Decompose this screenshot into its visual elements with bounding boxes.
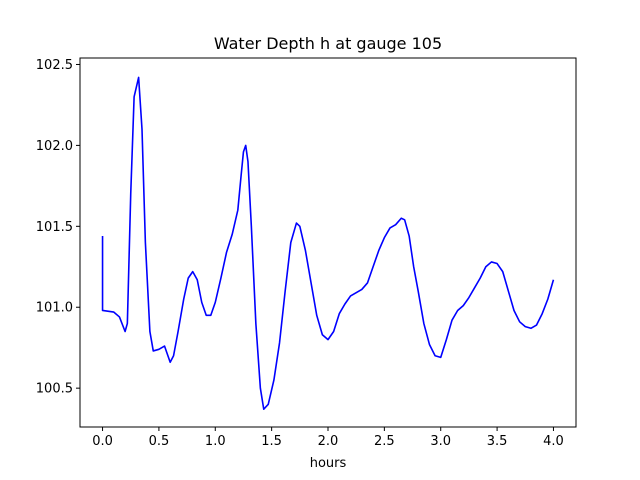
x-tick-label: 0.0 (92, 434, 113, 449)
x-axis-ticks: 0.0 0.5 1.0 1.5 2.0 2.5 3.0 3.5 4.0 (92, 427, 564, 449)
y-tick-label: 100.5 (36, 382, 73, 397)
series-line-0 (101, 76, 555, 410)
x-tick-label: 3.5 (487, 434, 508, 449)
x-tick-label: 0.5 (149, 434, 170, 449)
x-tick-label: 4.0 (543, 434, 564, 449)
y-axis-ticks: 100.5 101.0 101.5 102.0 102.5 (36, 58, 80, 397)
x-tick-label: 3.0 (430, 434, 451, 449)
chart-title: Water Depth h at gauge 105 (214, 34, 442, 53)
y-tick-label: 102.0 (36, 139, 73, 154)
y-tick-label: 102.5 (36, 58, 73, 73)
y-tick-label: 101.0 (36, 301, 73, 316)
series-layer (101, 76, 555, 410)
x-axis-label: hours (310, 456, 347, 471)
plot-frame (79, 57, 577, 428)
x-tick-label: 1.0 (205, 434, 226, 449)
x-tick-label: 1.5 (261, 434, 282, 449)
y-tick-label: 101.5 (36, 220, 73, 235)
x-tick-label: 2.0 (318, 434, 339, 449)
x-tick-label: 2.5 (374, 434, 395, 449)
